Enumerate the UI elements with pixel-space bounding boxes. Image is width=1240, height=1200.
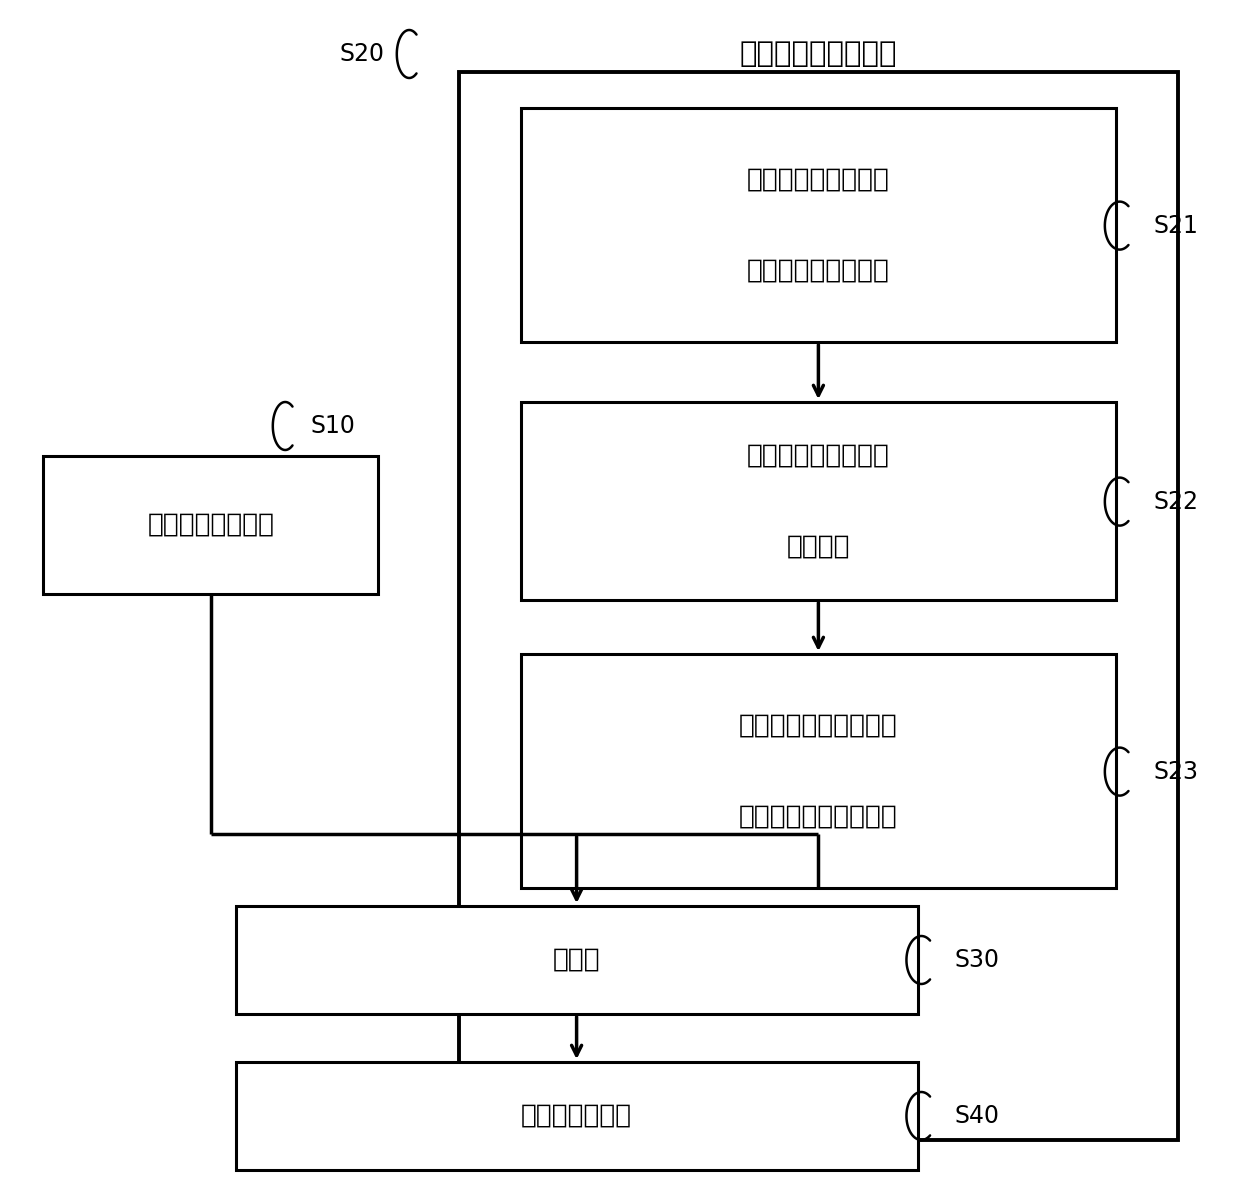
Text: 半纤维素分解酶基因: 半纤维素分解酶基因 [746,258,890,283]
Text: S23: S23 [1153,760,1198,784]
Text: S21: S21 [1153,214,1198,238]
Text: S20: S20 [340,42,384,66]
Text: 建立半纤维素转化菌: 建立半纤维素转化菌 [739,40,898,68]
Text: 融合锁定蛋白基因与: 融合锁定蛋白基因与 [746,167,890,192]
Text: 插入融合基因至酵母: 插入融合基因至酵母 [746,443,890,468]
Bar [236,1062,918,1170]
Text: 固定半纤维素分解酶及: 固定半纤维素分解酶及 [739,713,898,738]
Text: 建立五碳糖发酵菌: 建立五碳糖发酵菌 [148,512,274,538]
Text: S22: S22 [1153,490,1198,514]
Bar [43,456,378,594]
Bar [521,654,1116,888]
Text: 菌基因组: 菌基因组 [786,534,851,559]
Bar [459,72,1178,1140]
Text: S30: S30 [955,948,999,972]
Text: S40: S40 [955,1104,999,1128]
Bar [236,906,918,1014]
Text: S10: S10 [310,414,355,438]
Bar [521,402,1116,600]
Text: 共培养: 共培养 [553,947,600,973]
Text: 加入生物质原料: 加入生物质原料 [521,1103,632,1129]
Bar [521,108,1116,342]
Text: 锁定蛋白至酵母菌表面: 锁定蛋白至酵母菌表面 [739,804,898,829]
